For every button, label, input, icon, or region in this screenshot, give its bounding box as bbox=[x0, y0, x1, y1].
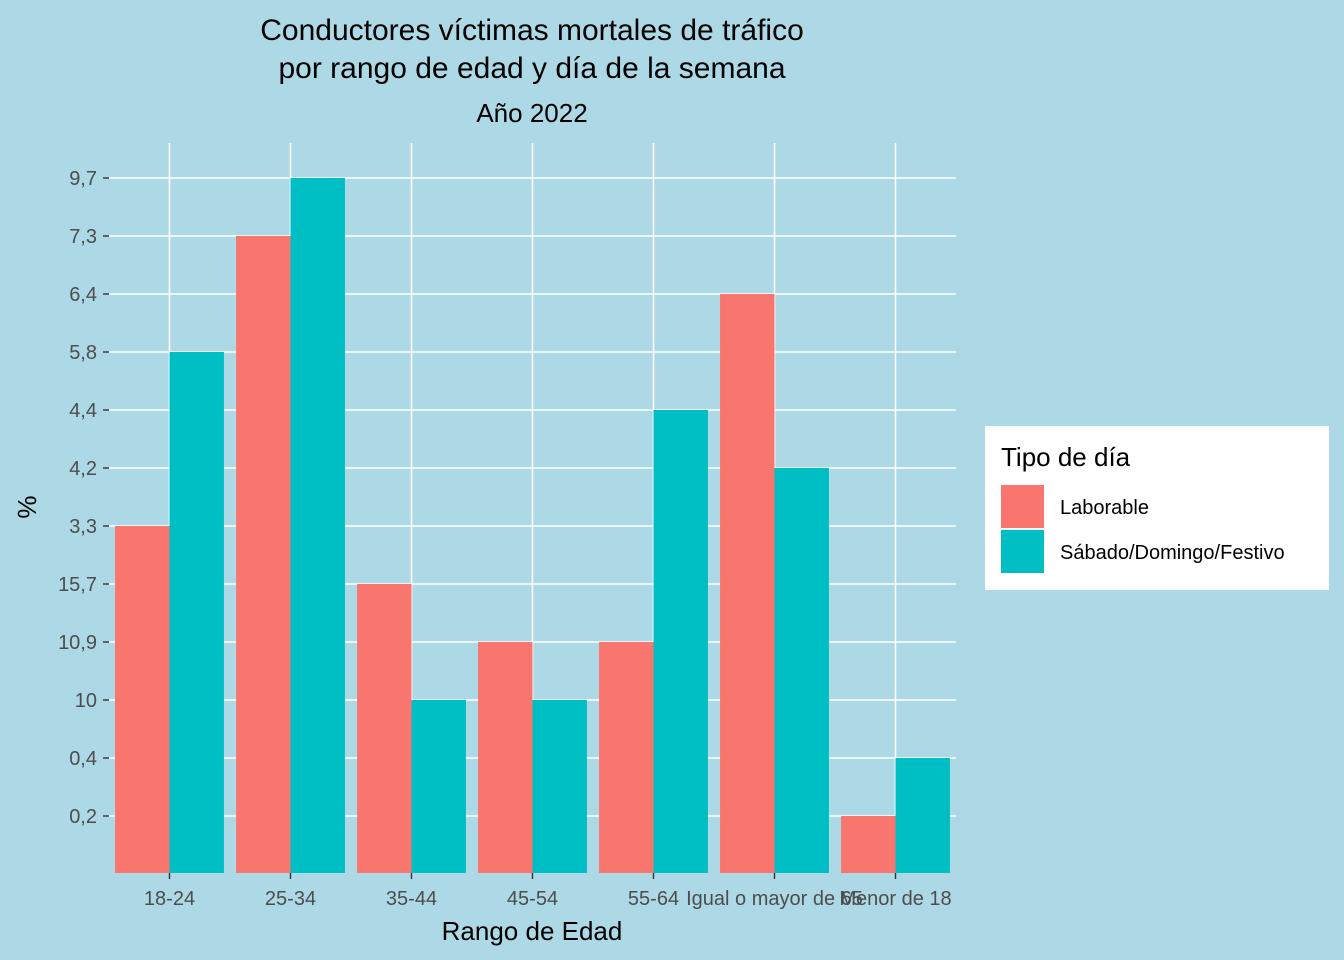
bar-laborable-3 bbox=[478, 642, 533, 873]
y-axis-ticks: 0,2 0,4 10 10,9 15,7 3,3 4,2 4,4 5,8 6,4 7,3 9,7 bbox=[58, 168, 109, 828]
legend-swatch-festivo bbox=[1001, 530, 1044, 573]
bar-laborable-4 bbox=[599, 642, 654, 873]
y-tick-label: 4,2 bbox=[69, 458, 97, 480]
bar-laborable-5 bbox=[720, 294, 775, 873]
chart-title-line-1: Conductores víctimas mortales de tráfico bbox=[260, 14, 804, 47]
x-axis-title: Rango de Edad bbox=[442, 916, 623, 946]
bar-festivo-5 bbox=[774, 468, 829, 873]
y-tick-label: 9,7 bbox=[69, 168, 97, 190]
x-tick-label: 35-44 bbox=[386, 888, 437, 910]
y-tick-label: 10 bbox=[75, 690, 97, 712]
bar-laborable-0 bbox=[115, 526, 170, 873]
bar-festivo-2 bbox=[411, 700, 466, 873]
legend-label-festivo: Sábado/Domingo/Festivo bbox=[1060, 542, 1285, 564]
x-tick-label: Igual o mayor de 65 bbox=[686, 888, 863, 910]
y-tick-label: 15,7 bbox=[58, 574, 97, 596]
y-tick-label: 0,2 bbox=[69, 806, 97, 828]
y-tick-label: 6,4 bbox=[69, 284, 97, 306]
legend-swatch-laborable bbox=[1001, 485, 1044, 528]
chart-subtitle: Año 2022 bbox=[476, 98, 587, 128]
bar-festivo-6 bbox=[895, 758, 950, 873]
x-tick-label: 55-64 bbox=[628, 888, 679, 910]
legend-title: Tipo de día bbox=[1001, 442, 1131, 472]
y-tick-label: 7,3 bbox=[69, 226, 97, 248]
chart-title-line-2: por rango de edad y día de la semana bbox=[278, 52, 785, 85]
bar-laborable-6 bbox=[841, 816, 896, 873]
x-tick-label: 25-34 bbox=[265, 888, 316, 910]
x-tick-label: Menor de 18 bbox=[839, 888, 951, 910]
y-tick-label: 5,8 bbox=[69, 342, 97, 364]
bar-festivo-0 bbox=[169, 352, 224, 873]
bars bbox=[115, 178, 950, 873]
legend-label-laborable: Laborable bbox=[1060, 497, 1149, 519]
y-tick-label: 0,4 bbox=[69, 748, 97, 770]
y-tick-label: 4,4 bbox=[69, 400, 97, 422]
y-tick-label: 10,9 bbox=[58, 632, 97, 654]
bar-laborable-1 bbox=[236, 236, 291, 873]
bar-festivo-3 bbox=[532, 700, 587, 873]
bar-laborable-2 bbox=[357, 584, 412, 873]
y-tick-label: 3,3 bbox=[69, 516, 97, 538]
bar-festivo-1 bbox=[290, 178, 345, 873]
x-axis-ticks: 18-24 25-34 35-44 45-54 55-64 Igual o mayor d… bbox=[144, 873, 952, 910]
legend: Tipo de día Laborable Sábado/Domingo/Fes… bbox=[985, 426, 1329, 590]
y-axis-title: % bbox=[12, 495, 42, 518]
bar-festivo-4 bbox=[653, 410, 708, 873]
x-tick-label: 45-54 bbox=[507, 888, 558, 910]
x-tick-label: 18-24 bbox=[144, 888, 195, 910]
